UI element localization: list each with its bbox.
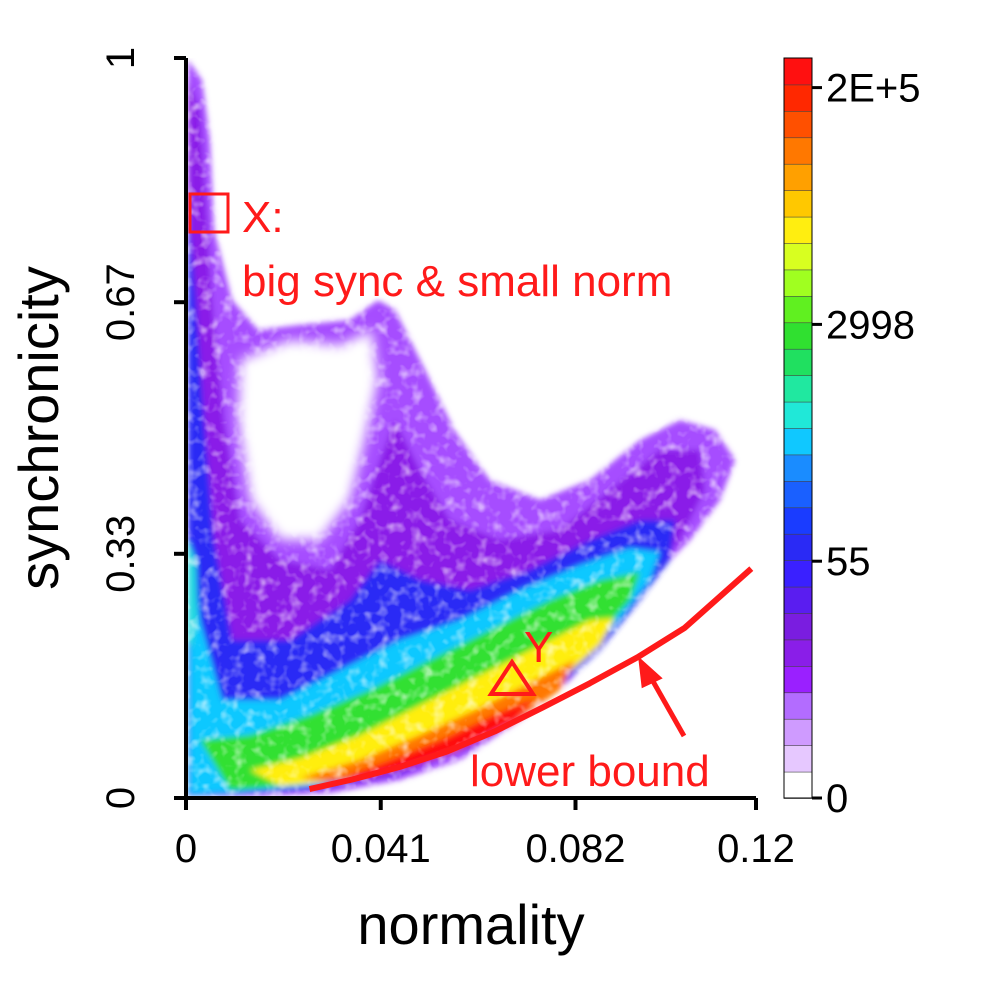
colorbar-segment [783, 216, 813, 244]
lower-bound-label: lower bound [470, 747, 710, 796]
colorbar-segment [783, 744, 813, 773]
colorbar [783, 57, 813, 799]
x-marker-box [188, 192, 230, 234]
colorbar-tick-label: 2998 [826, 303, 915, 347]
colorbar-segment [783, 533, 813, 561]
colorbar-segment [783, 771, 813, 799]
x-marker-description: big sync & small norm [242, 257, 672, 306]
x-tick-label: 0.082 [525, 827, 625, 871]
colorbar-segment [783, 401, 813, 429]
density-gap-corner [450, 60, 756, 400]
y-tick-label: 0.67 [99, 263, 143, 341]
y-tick-label: 0.33 [99, 515, 143, 593]
colorbar-segment [783, 427, 813, 456]
colorbar-segment [783, 691, 813, 720]
y-tick-label: 0 [99, 787, 143, 809]
colorbar-segment [783, 348, 813, 376]
colorbar-segment [783, 639, 813, 667]
colorbar-tick-label: 2E+5 [826, 67, 921, 111]
colorbar-segment [783, 136, 813, 165]
density-heatmap [186, 58, 756, 798]
colorbar-segment [783, 454, 813, 482]
density-gap-upper [238, 330, 378, 540]
y-marker-triangle [487, 658, 537, 696]
x-ticks: 0 0.041 0.082 0.12 [175, 798, 795, 871]
colorbar-segment [783, 242, 813, 271]
colorbar-segment [783, 189, 813, 218]
colorbar-segment [783, 480, 813, 509]
y-marker-label: Y [524, 623, 553, 672]
x-axis-title: normality [357, 893, 584, 956]
x-tick-label: 0.12 [717, 827, 795, 871]
colorbar-segment [783, 295, 813, 324]
colorbar-segment [783, 269, 813, 297]
x-tick-label: 0 [175, 827, 197, 871]
colorbar-segment [783, 374, 813, 403]
colorbar-segment [783, 665, 813, 694]
colorbar-segment [783, 586, 813, 614]
colorbar-tick-label: 0 [826, 777, 848, 821]
colorbar-segment [783, 559, 813, 588]
y-axis-title: synchronicity [7, 266, 70, 590]
colorbar-tick-label: 55 [826, 540, 871, 584]
colorbar-segment [783, 321, 813, 350]
colorbar-segment [783, 612, 813, 641]
colorbar-segment [783, 110, 813, 139]
colorbar-segment [783, 163, 813, 191]
lower-bound-curve [308, 566, 754, 793]
x-marker-label: X: [242, 193, 284, 242]
colorbar-ticks: 0 55 2998 2E+5 [812, 67, 921, 821]
density-gap-right [430, 320, 680, 485]
colorbar-segment [783, 506, 813, 535]
colorbar-segment [783, 718, 813, 746]
lower-bound-arrow [638, 656, 687, 738]
y-ticks: 0 0.33 0.67 1 [99, 47, 186, 809]
density-gap-top [215, 60, 420, 300]
colorbar-segment [783, 57, 813, 86]
y-tick-label: 1 [99, 47, 143, 69]
x-tick-label: 0.041 [331, 827, 431, 871]
colorbar-frame [783, 57, 813, 799]
colorbar-segment [783, 84, 813, 112]
